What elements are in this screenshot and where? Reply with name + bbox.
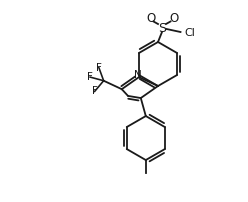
- Text: F: F: [92, 86, 97, 96]
- Text: S: S: [158, 21, 166, 35]
- Text: O: O: [146, 12, 155, 25]
- Text: O: O: [169, 12, 178, 25]
- Text: F: F: [96, 63, 102, 73]
- Text: F: F: [87, 72, 93, 82]
- Text: Cl: Cl: [184, 28, 195, 38]
- Text: N: N: [134, 70, 142, 80]
